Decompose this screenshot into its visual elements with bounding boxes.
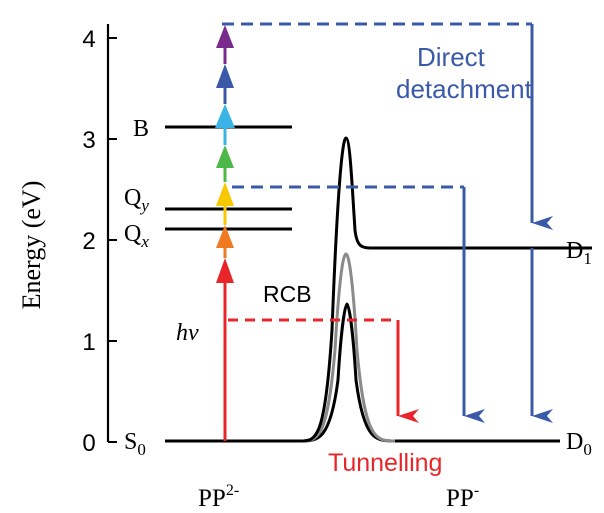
barrier-curve-gray [299, 252, 396, 443]
direct-detachment-path [222, 22, 553, 423]
label-s0: S0 [124, 429, 146, 459]
y-tick-label: 1 [82, 329, 95, 356]
qy-detachment-path [232, 185, 485, 423]
label-rcb: RCB [263, 281, 312, 307]
label-d0: D0 [566, 429, 592, 459]
label-d1: D1 [566, 238, 592, 268]
y-tick-label: 2 [82, 228, 95, 255]
barrier-curve-low [299, 302, 396, 443]
tunnelling-path [228, 318, 419, 423]
y-tick-label: 4 [82, 26, 95, 53]
label-hv: hv [176, 320, 199, 346]
label-detachment: detachment [396, 74, 533, 104]
barrier-curve-high [299, 136, 592, 443]
label-tunnelling: Tunnelling [328, 449, 442, 477]
y-tick-label: 0 [82, 430, 95, 457]
label-pp1: PP- [446, 482, 479, 512]
label-direct: Direct [417, 42, 486, 72]
y-tick-label: 3 [82, 127, 95, 154]
y-axis-label: Energy (eV) [17, 181, 46, 310]
y-axis: 0 1 2 3 4 Energy (eV) [17, 24, 117, 457]
label-qy: Qy [124, 185, 149, 215]
label-b: B [133, 116, 149, 142]
rcb-barrier [299, 136, 592, 443]
label-pp2: PP2- [198, 482, 239, 512]
label-qx: Qx [124, 221, 149, 251]
photon-arrow [215, 25, 235, 441]
